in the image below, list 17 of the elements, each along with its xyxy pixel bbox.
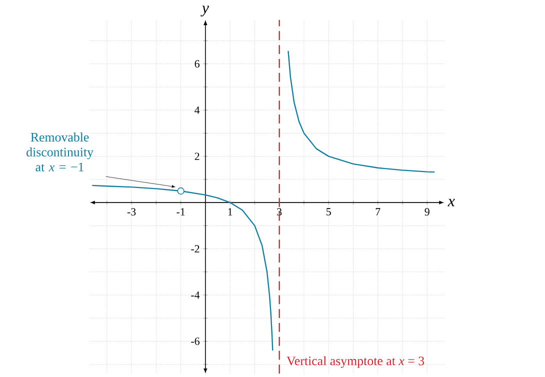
y-axis-title: y	[200, 6, 209, 17]
annotation: Removable discontinuity at x = −1	[26, 132, 94, 172]
y-tick-label: -4	[191, 292, 200, 299]
x-tick-label: 3	[277, 208, 282, 216]
x-axis-title: x	[448, 199, 455, 206]
x-tick-label: -3	[127, 208, 136, 216]
y-tick-label: 6	[194, 60, 200, 68]
y-tick-label: 4	[194, 106, 200, 114]
x-tick-label: 9	[424, 208, 430, 216]
y-tick-label: 2	[194, 152, 200, 160]
y-tick-label: -6	[191, 338, 200, 346]
x-tick-label: 1	[228, 208, 232, 216]
ref-line-label: Vertical asymptote at x = 3	[286, 356, 424, 368]
x-tick-label: -1	[176, 208, 185, 216]
x-tick-label: 7	[376, 208, 380, 216]
y-tick-label: -2	[191, 245, 200, 253]
x-tick-label: 5	[326, 208, 331, 216]
